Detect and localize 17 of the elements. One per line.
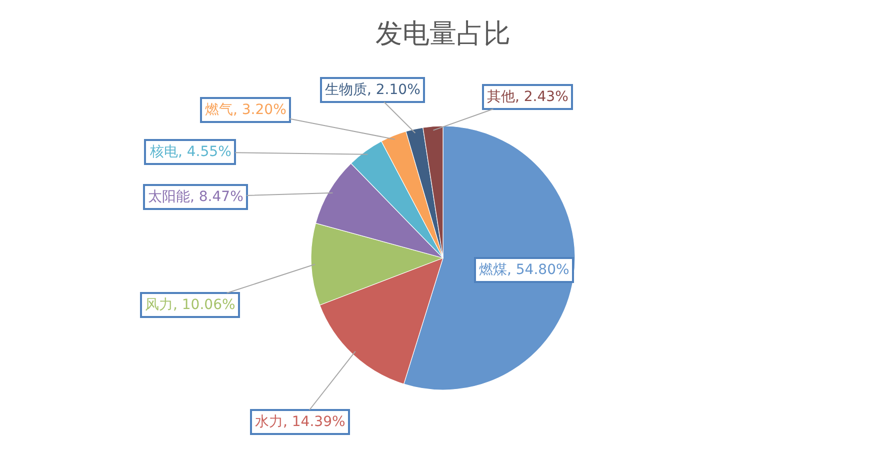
data-label: , 2.43% (515, 89, 568, 105)
slice-label: 燃煤 (479, 262, 507, 278)
data-label: , 10.06% (173, 297, 236, 313)
data-label: , 14.39% (283, 414, 346, 430)
slice-label: 核电 (149, 144, 178, 160)
slice-label: 风力 (145, 297, 173, 313)
data-label: , 4.55% (178, 144, 232, 160)
slice-label: 生物质 (325, 82, 367, 98)
slice-label: 太阳能 (148, 189, 190, 205)
data-label: , 54.80% (507, 262, 570, 278)
data-label: , 3.20% (233, 102, 286, 118)
chart-title: 发电量占比 (376, 18, 510, 50)
slice-label: 其他 (487, 89, 515, 105)
data-label: , 8.47% (190, 189, 244, 205)
slice-label: 水力 (255, 414, 283, 430)
slice-label: 燃气 (205, 102, 233, 118)
data-label: , 2.10% (367, 82, 420, 98)
